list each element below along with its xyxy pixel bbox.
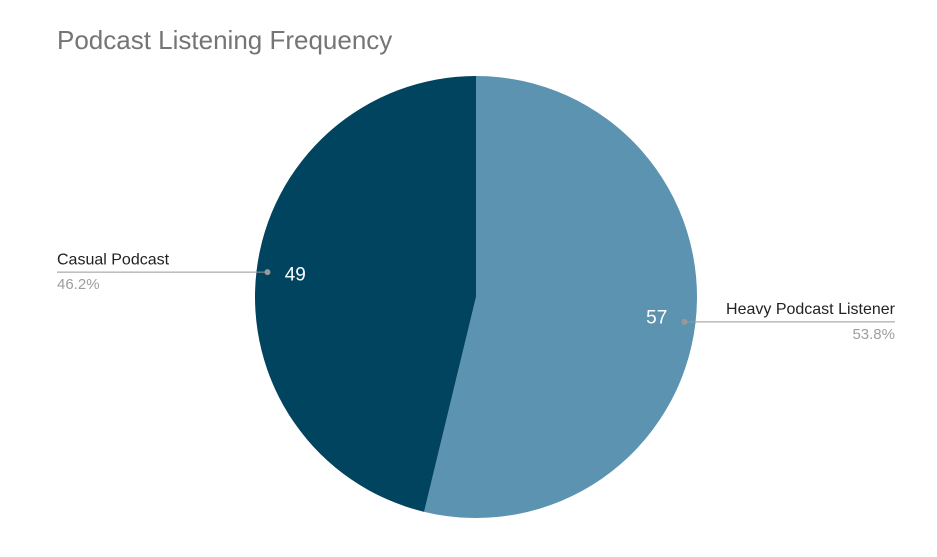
value-label: 49: [285, 264, 306, 285]
percent-label: 46.2%: [57, 276, 100, 293]
value-label: 57: [646, 308, 667, 329]
chart-title: Podcast Listening Frequency: [57, 25, 392, 55]
leader-dot: [681, 318, 688, 325]
category-label: Heavy Podcast Listener: [726, 301, 896, 318]
leader-dot: [264, 269, 271, 276]
pie-slice: [424, 76, 697, 518]
pie-slice: [254, 76, 476, 512]
percent-label: 53.8%: [852, 326, 895, 343]
category-label: Casual Podcast: [57, 251, 170, 268]
